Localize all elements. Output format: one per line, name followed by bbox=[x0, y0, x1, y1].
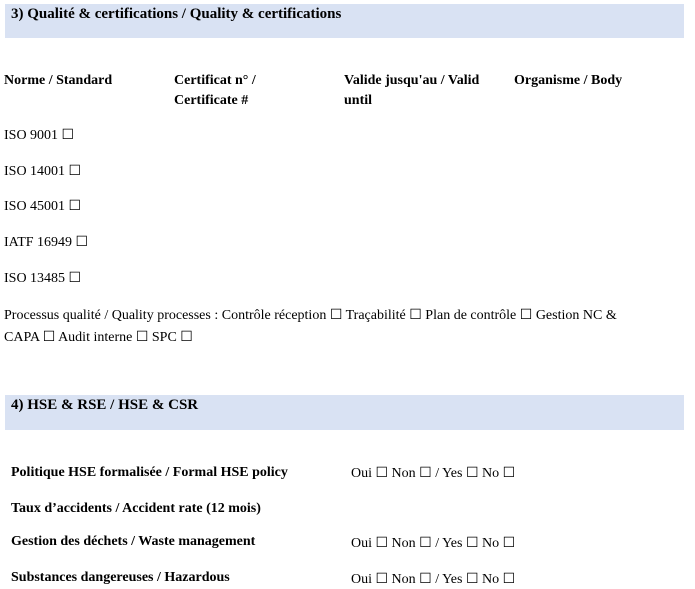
standard-iso-13485[interactable]: ISO 13485 ☐ bbox=[4, 271, 82, 286]
standard-iso-14001[interactable]: ISO 14001 ☐ bbox=[4, 164, 82, 179]
waste-management-label: Gestion des déchets / Waste management bbox=[11, 534, 256, 549]
column-header-body: Organisme / Body bbox=[514, 73, 623, 88]
section3-header: 3) Qualité & certifications / Quality & … bbox=[5, 4, 684, 38]
section4-header: 4) HSE & RSE / HSE & CSR bbox=[5, 395, 684, 430]
quality-processes-line2[interactable]: CAPA ☐ Audit interne ☐ SPC ☐ bbox=[4, 330, 193, 345]
column-header-standard: Norme / Standard bbox=[4, 73, 113, 88]
section3-title: 3) Qualité & certifications / Quality & … bbox=[11, 6, 342, 22]
standard-iso-9001[interactable]: ISO 9001 ☐ bbox=[4, 128, 75, 143]
hazardous-substances-options[interactable]: Oui ☐ Non ☐ / Yes ☐ No ☐ bbox=[351, 572, 516, 587]
hazardous-substances-label: Substances dangereuses / Hazardous bbox=[11, 570, 230, 585]
waste-management-options[interactable]: Oui ☐ Non ☐ / Yes ☐ No ☐ bbox=[351, 536, 516, 551]
column-header-valid-until: Valide jusqu'au / Valid until bbox=[344, 73, 480, 108]
column-header-certificate: Certificat n° / Certificate # bbox=[174, 73, 256, 108]
hse-policy-options[interactable]: Oui ☐ Non ☐ / Yes ☐ No ☐ bbox=[351, 466, 516, 481]
section4-title: 4) HSE & RSE / HSE & CSR bbox=[11, 397, 199, 413]
standard-iso-45001[interactable]: ISO 45001 ☐ bbox=[4, 199, 82, 214]
quality-processes-line1[interactable]: Processus qualité / Quality processes : … bbox=[4, 308, 617, 323]
hse-policy-label: Politique HSE formalisée / Formal HSE po… bbox=[11, 465, 288, 480]
standard-iatf-16949[interactable]: IATF 16949 ☐ bbox=[4, 235, 89, 250]
accident-rate-label: Taux d’accidents / Accident rate (12 moi… bbox=[11, 501, 261, 516]
